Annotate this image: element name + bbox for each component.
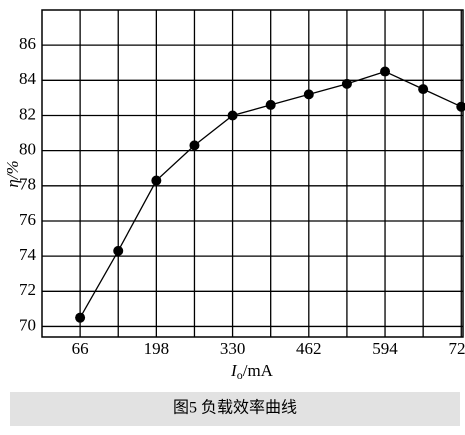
x-tick-label: 594 <box>372 339 398 358</box>
caption: 图5 负载效率曲线 <box>173 399 297 417</box>
y-tick-label: 82 <box>19 104 36 123</box>
data-point <box>265 99 276 110</box>
y-tick-label: 86 <box>19 34 36 53</box>
y-tick-label: 72 <box>19 280 36 299</box>
x-tick-label: 198 <box>144 339 170 358</box>
y-tick-label: 84 <box>19 69 37 88</box>
plot-frame <box>41 9 464 338</box>
data-point <box>113 245 124 256</box>
x-label-sub: o <box>237 368 243 382</box>
data-point <box>303 89 314 100</box>
y-tick-label: 74 <box>19 245 37 264</box>
y-tick-label: 78 <box>19 175 36 194</box>
x-tick-label: 66 <box>72 339 89 358</box>
y-tick-label: 80 <box>19 140 36 159</box>
x-label-main: I <box>230 361 238 380</box>
y-axis-label: η/% <box>3 160 22 187</box>
x-axis-label: Io/mA <box>230 361 274 382</box>
data-point <box>75 312 86 323</box>
y-tick-label: 76 <box>19 210 36 229</box>
y-tick-label: 70 <box>19 315 36 334</box>
x-tick-label: 462 <box>296 339 322 358</box>
data-point <box>380 66 391 77</box>
data-point <box>151 175 162 186</box>
data-point <box>341 78 352 89</box>
data-point <box>189 140 200 151</box>
data-point <box>456 101 465 112</box>
x-tick-label: 726 <box>449 339 465 358</box>
data-point <box>227 110 238 121</box>
data-point <box>418 84 429 95</box>
caption-box <box>10 392 460 426</box>
x-tick-label: 330 <box>220 339 246 358</box>
x-label-unit: /mA <box>243 361 274 380</box>
